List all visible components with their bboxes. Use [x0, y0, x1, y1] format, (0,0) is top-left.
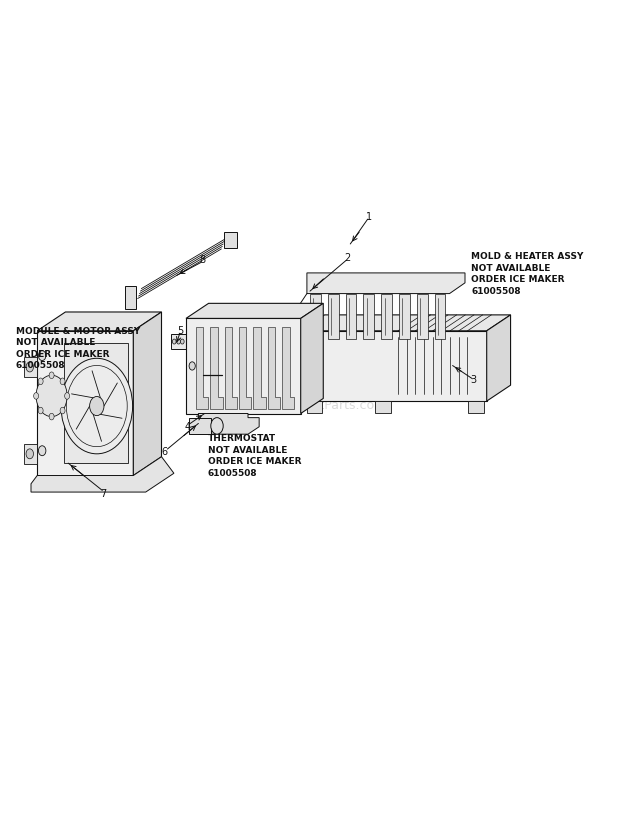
Text: 4: 4	[184, 422, 190, 432]
Circle shape	[211, 418, 223, 434]
Polygon shape	[363, 294, 374, 339]
Circle shape	[33, 393, 38, 399]
Circle shape	[38, 407, 43, 414]
Polygon shape	[224, 232, 237, 248]
Polygon shape	[301, 315, 510, 331]
Polygon shape	[310, 294, 321, 339]
Circle shape	[60, 407, 65, 414]
Circle shape	[189, 362, 195, 370]
Text: THERMOSTAT
NOT AVAILABLE
ORDER ICE MAKER
61005508: THERMOSTAT NOT AVAILABLE ORDER ICE MAKER…	[208, 434, 301, 477]
Polygon shape	[196, 327, 208, 409]
Text: MODULE & MOTOR ASSY
NOT AVAILABLE
ORDER ICE MAKER
61005508: MODULE & MOTOR ASSY NOT AVAILABLE ORDER …	[16, 327, 140, 370]
Polygon shape	[170, 334, 186, 349]
Text: 1: 1	[366, 212, 372, 222]
Polygon shape	[294, 335, 301, 346]
Polygon shape	[198, 414, 259, 434]
Polygon shape	[64, 343, 128, 463]
Polygon shape	[435, 294, 445, 339]
Text: 3: 3	[471, 375, 477, 385]
Polygon shape	[210, 327, 223, 409]
Circle shape	[38, 351, 46, 361]
Polygon shape	[125, 286, 136, 309]
Polygon shape	[37, 312, 161, 331]
Polygon shape	[307, 401, 322, 413]
Circle shape	[177, 339, 180, 344]
Polygon shape	[285, 310, 313, 343]
Polygon shape	[37, 331, 133, 476]
Polygon shape	[24, 444, 37, 464]
Polygon shape	[24, 357, 37, 377]
Text: 5: 5	[177, 326, 184, 336]
Polygon shape	[487, 315, 510, 401]
Polygon shape	[301, 331, 487, 401]
Polygon shape	[307, 273, 465, 294]
Polygon shape	[282, 327, 294, 409]
Polygon shape	[381, 294, 392, 339]
Circle shape	[26, 362, 33, 372]
Circle shape	[36, 375, 67, 417]
Circle shape	[38, 446, 46, 456]
Polygon shape	[224, 327, 237, 409]
Circle shape	[60, 378, 65, 385]
Polygon shape	[399, 294, 410, 339]
Polygon shape	[346, 294, 356, 339]
Polygon shape	[294, 386, 301, 397]
Polygon shape	[31, 457, 174, 492]
Circle shape	[90, 396, 104, 416]
Circle shape	[49, 414, 54, 420]
Polygon shape	[417, 294, 428, 339]
Text: 8: 8	[200, 255, 206, 265]
Polygon shape	[328, 294, 339, 339]
Circle shape	[38, 378, 43, 385]
Circle shape	[172, 339, 176, 344]
Circle shape	[61, 358, 133, 454]
Text: 6: 6	[162, 447, 168, 457]
Text: 7: 7	[100, 489, 107, 499]
Polygon shape	[186, 304, 323, 318]
Text: 2: 2	[344, 253, 350, 263]
Polygon shape	[254, 327, 266, 409]
Circle shape	[180, 339, 184, 344]
Circle shape	[26, 449, 33, 459]
Polygon shape	[468, 401, 484, 413]
Polygon shape	[301, 304, 323, 414]
Polygon shape	[189, 418, 211, 434]
Polygon shape	[268, 327, 280, 409]
Polygon shape	[375, 401, 391, 413]
Polygon shape	[186, 318, 301, 414]
Text: MOLD & HEATER ASSY
NOT AVAILABLE
ORDER ICE MAKER
61005508: MOLD & HEATER ASSY NOT AVAILABLE ORDER I…	[471, 252, 583, 295]
Text: eReplacementParts.com: eReplacementParts.com	[234, 399, 386, 412]
Polygon shape	[239, 327, 252, 409]
Polygon shape	[133, 312, 161, 476]
Circle shape	[64, 393, 69, 399]
Circle shape	[49, 372, 54, 379]
